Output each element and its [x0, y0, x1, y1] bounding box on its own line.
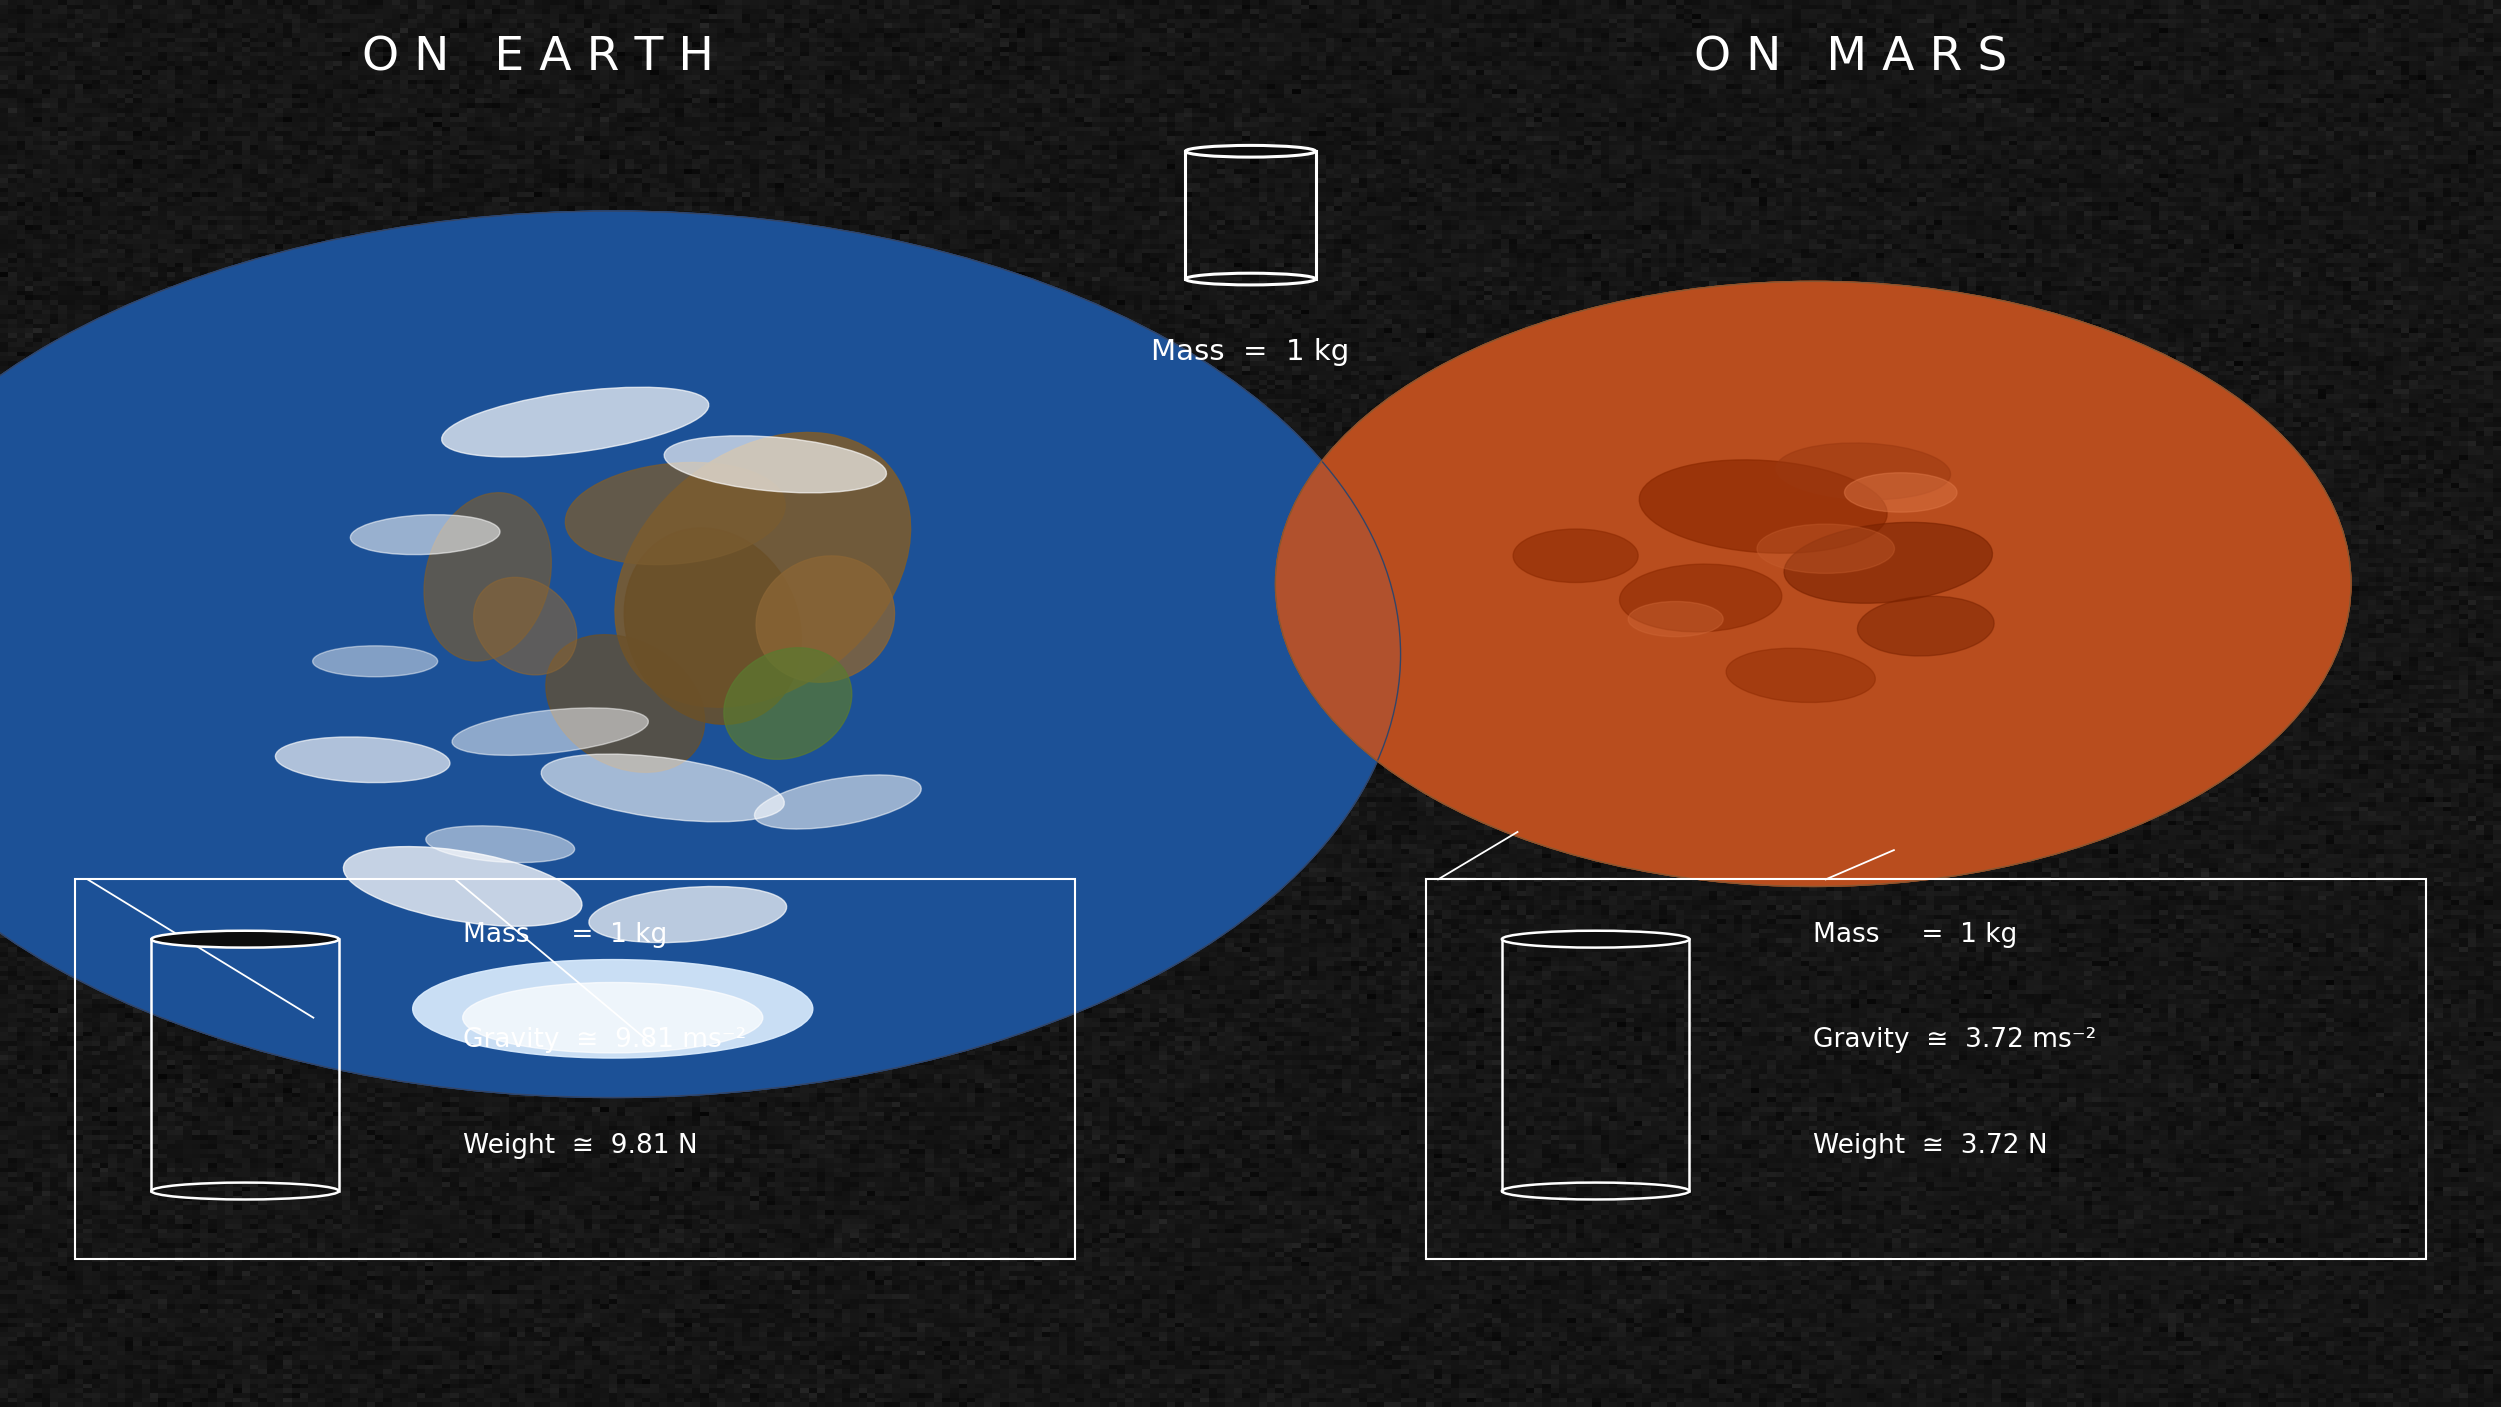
Ellipse shape [540, 754, 785, 822]
Ellipse shape [425, 826, 575, 862]
Text: Gravity  ≅  3.72 ms⁻²: Gravity ≅ 3.72 ms⁻² [1813, 1027, 2096, 1052]
Text: Gravity  ≅  9.81 ms⁻²: Gravity ≅ 9.81 ms⁻² [463, 1027, 745, 1052]
Ellipse shape [313, 646, 438, 677]
Ellipse shape [625, 528, 800, 725]
Ellipse shape [463, 982, 763, 1052]
Text: Weight  ≅  9.81 N: Weight ≅ 9.81 N [463, 1133, 698, 1158]
Ellipse shape [1726, 649, 1876, 702]
Ellipse shape [453, 708, 648, 756]
Ellipse shape [425, 492, 550, 661]
Ellipse shape [1756, 525, 1896, 574]
Bar [75, 879, 1075, 1259]
Ellipse shape [1776, 443, 1951, 499]
Ellipse shape [1628, 602, 1723, 636]
Ellipse shape [275, 737, 450, 782]
Ellipse shape [443, 387, 708, 457]
Ellipse shape [153, 931, 338, 948]
Ellipse shape [473, 577, 578, 675]
Ellipse shape [1783, 522, 1993, 604]
Ellipse shape [413, 960, 813, 1058]
Ellipse shape [1858, 597, 1993, 656]
Circle shape [1276, 281, 2351, 886]
Ellipse shape [1638, 460, 1888, 553]
Ellipse shape [1185, 145, 1316, 158]
Ellipse shape [665, 436, 885, 492]
Ellipse shape [755, 556, 895, 682]
Ellipse shape [565, 463, 785, 564]
Circle shape [0, 211, 1401, 1097]
Circle shape [0, 211, 1401, 1097]
Ellipse shape [723, 647, 853, 760]
Ellipse shape [1501, 931, 1688, 948]
Text: Weight  ≅  3.72 N: Weight ≅ 3.72 N [1813, 1133, 2048, 1158]
Text: Mass     =  1 kg: Mass = 1 kg [1813, 922, 2018, 947]
Text: Mass     =  1 kg: Mass = 1 kg [463, 922, 668, 947]
Text: Mass  =  1 kg: Mass = 1 kg [1150, 339, 1351, 366]
Ellipse shape [350, 515, 500, 554]
Circle shape [1276, 281, 2351, 886]
Ellipse shape [343, 847, 583, 926]
Ellipse shape [755, 775, 920, 829]
Text: O N   M A R S: O N M A R S [1693, 35, 2008, 80]
Ellipse shape [1843, 473, 1956, 512]
Ellipse shape [615, 432, 910, 708]
Ellipse shape [1513, 529, 1638, 582]
Ellipse shape [545, 635, 705, 772]
Text: O N   E A R T H: O N E A R T H [363, 35, 713, 80]
Bar [1426, 879, 2426, 1259]
Ellipse shape [588, 886, 788, 943]
Ellipse shape [1621, 564, 1781, 632]
Circle shape [1276, 281, 2351, 886]
Circle shape [0, 211, 1401, 1097]
